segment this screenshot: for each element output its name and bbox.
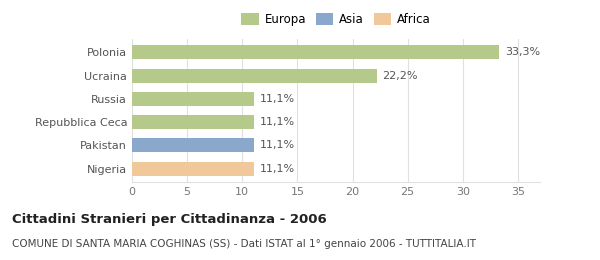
Text: Cittadini Stranieri per Cittadinanza - 2006: Cittadini Stranieri per Cittadinanza - 2…: [12, 213, 327, 226]
Bar: [132, 115, 254, 129]
Legend: Europa, Asia, Africa: Europa, Asia, Africa: [236, 9, 436, 31]
Text: 22,2%: 22,2%: [382, 71, 418, 81]
Bar: [132, 69, 377, 83]
Bar: [132, 138, 254, 152]
Text: 11,1%: 11,1%: [260, 140, 295, 150]
Bar: [132, 161, 254, 176]
Text: 11,1%: 11,1%: [260, 164, 295, 173]
Text: COMUNE DI SANTA MARIA COGHINAS (SS) - Dati ISTAT al 1° gennaio 2006 - TUTTITALIA: COMUNE DI SANTA MARIA COGHINAS (SS) - Da…: [12, 239, 476, 249]
Text: 11,1%: 11,1%: [260, 94, 295, 104]
Bar: [132, 46, 499, 60]
Text: 11,1%: 11,1%: [260, 117, 295, 127]
Text: 33,3%: 33,3%: [505, 48, 540, 57]
Bar: [132, 92, 254, 106]
